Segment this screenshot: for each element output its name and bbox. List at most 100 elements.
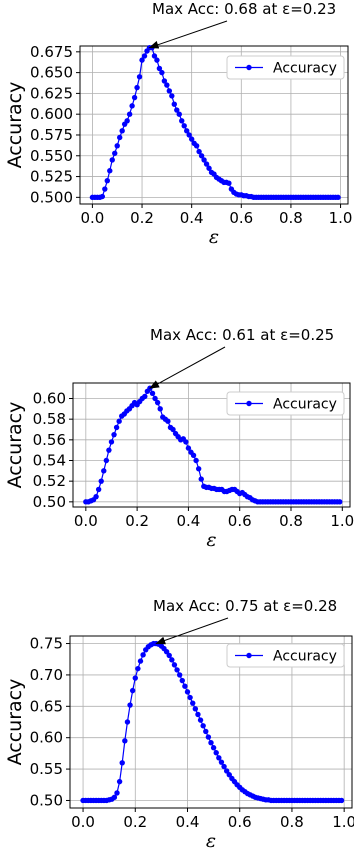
data-point — [226, 772, 232, 778]
data-point — [170, 426, 176, 433]
legend-marker — [246, 400, 252, 407]
x-axis-label: ε — [209, 226, 219, 248]
data-point — [116, 418, 122, 424]
data-point — [197, 717, 204, 723]
data-point — [140, 652, 146, 658]
y-tick-label: 0.55 — [30, 760, 63, 778]
data-point — [127, 702, 133, 708]
x-tick-label: 0.6 — [228, 813, 252, 831]
x-axis-label: ε — [206, 529, 216, 551]
data-point — [154, 399, 161, 406]
data-point — [114, 790, 120, 796]
data-point — [149, 390, 156, 397]
data-point — [157, 406, 163, 412]
x-tick-label: 0.0 — [80, 209, 104, 227]
annotation-arrow — [148, 20, 228, 49]
x-axis-label: ε — [206, 830, 216, 849]
data-point — [166, 88, 173, 94]
data-point — [192, 706, 199, 712]
data-point — [119, 128, 125, 134]
data-point — [337, 499, 343, 505]
data-point — [107, 168, 113, 174]
y-tick-label: 0.550 — [30, 147, 73, 165]
data-point — [139, 57, 145, 63]
data-point — [103, 457, 110, 464]
y-tick-label: 0.70 — [30, 666, 63, 684]
data-point — [185, 445, 192, 451]
data-point — [205, 734, 212, 740]
y-axis-label: Accuracy — [4, 402, 26, 489]
data-point — [187, 694, 193, 701]
y-tick-label: 0.60 — [30, 729, 63, 747]
y-tick-label: 0.54 — [33, 452, 66, 470]
max-annotation: Max Acc: 0.68 at ε=0.23 — [152, 0, 336, 18]
data-point — [203, 728, 209, 735]
data-point — [132, 675, 138, 681]
y-tick-label: 0.56 — [33, 431, 66, 449]
y-tick-label: 0.525 — [30, 168, 73, 186]
data-point — [98, 478, 104, 484]
data-point — [111, 794, 118, 801]
x-tick-label: 0.8 — [279, 209, 303, 227]
data-point — [179, 677, 185, 684]
x-tick-label: 0.6 — [229, 209, 253, 227]
data-point — [193, 457, 199, 464]
data-point — [223, 768, 230, 774]
data-point — [186, 132, 192, 138]
data-point — [198, 476, 204, 482]
data-point — [169, 657, 175, 663]
max-annotation: Max Acc: 0.75 at ε=0.28 — [153, 597, 337, 615]
data-point — [106, 447, 112, 453]
x-tick-label: 0.0 — [74, 512, 98, 530]
data-point — [112, 150, 118, 156]
data-point — [169, 93, 175, 99]
data-point — [193, 143, 200, 149]
data-point — [201, 157, 207, 163]
data-point — [221, 763, 227, 770]
y-tick-label: 0.52 — [33, 472, 66, 490]
data-point — [335, 194, 341, 201]
x-tick-label: 0.4 — [176, 813, 200, 831]
data-point — [102, 186, 108, 192]
data-point — [188, 136, 195, 142]
plot-frame — [72, 382, 351, 508]
chart-panel-1: 0.0 0.2 0.4 0.6 0.8 1.0 0.500 0.525 0.550 0.575 0.… — [4, 0, 352, 248]
data-point — [109, 157, 115, 163]
data-point — [156, 65, 163, 72]
legend: Accuracy — [226, 55, 345, 80]
y-tick-label: 0.600 — [30, 105, 73, 123]
data-point — [165, 418, 171, 424]
data-point — [196, 148, 202, 155]
y-tick-label: 0.650 — [30, 64, 73, 82]
data-point — [95, 486, 102, 493]
data-point — [129, 687, 136, 694]
data-point — [142, 393, 148, 400]
data-point — [184, 128, 190, 134]
data-point — [101, 468, 107, 474]
data-point — [135, 665, 141, 672]
x-tick-label: 1.0 — [330, 512, 354, 530]
data-point — [174, 107, 180, 113]
data-point — [104, 178, 110, 184]
y-tick-label: 0.75 — [30, 635, 63, 653]
data-point — [124, 118, 130, 124]
y-axis-label: Accuracy — [4, 82, 26, 169]
data-point — [159, 69, 165, 76]
y-tick-label: 0.65 — [30, 697, 63, 715]
legend-label: Accuracy — [273, 61, 337, 77]
data-point — [131, 94, 138, 101]
x-tick-label: 0.2 — [130, 209, 154, 227]
data-point — [184, 689, 191, 695]
plot-frame — [69, 635, 353, 809]
data-point — [338, 797, 345, 804]
data-point — [126, 111, 133, 117]
legend-label: Accuracy — [273, 649, 337, 665]
data-point — [136, 74, 143, 80]
annotation-arrow — [155, 617, 229, 645]
data-point — [114, 143, 120, 149]
x-tick-label: 0.6 — [228, 512, 252, 530]
x-tick-label: 1.0 — [329, 209, 353, 227]
y-tick-label: 0.50 — [30, 791, 63, 809]
annotation-arrow — [149, 346, 226, 389]
